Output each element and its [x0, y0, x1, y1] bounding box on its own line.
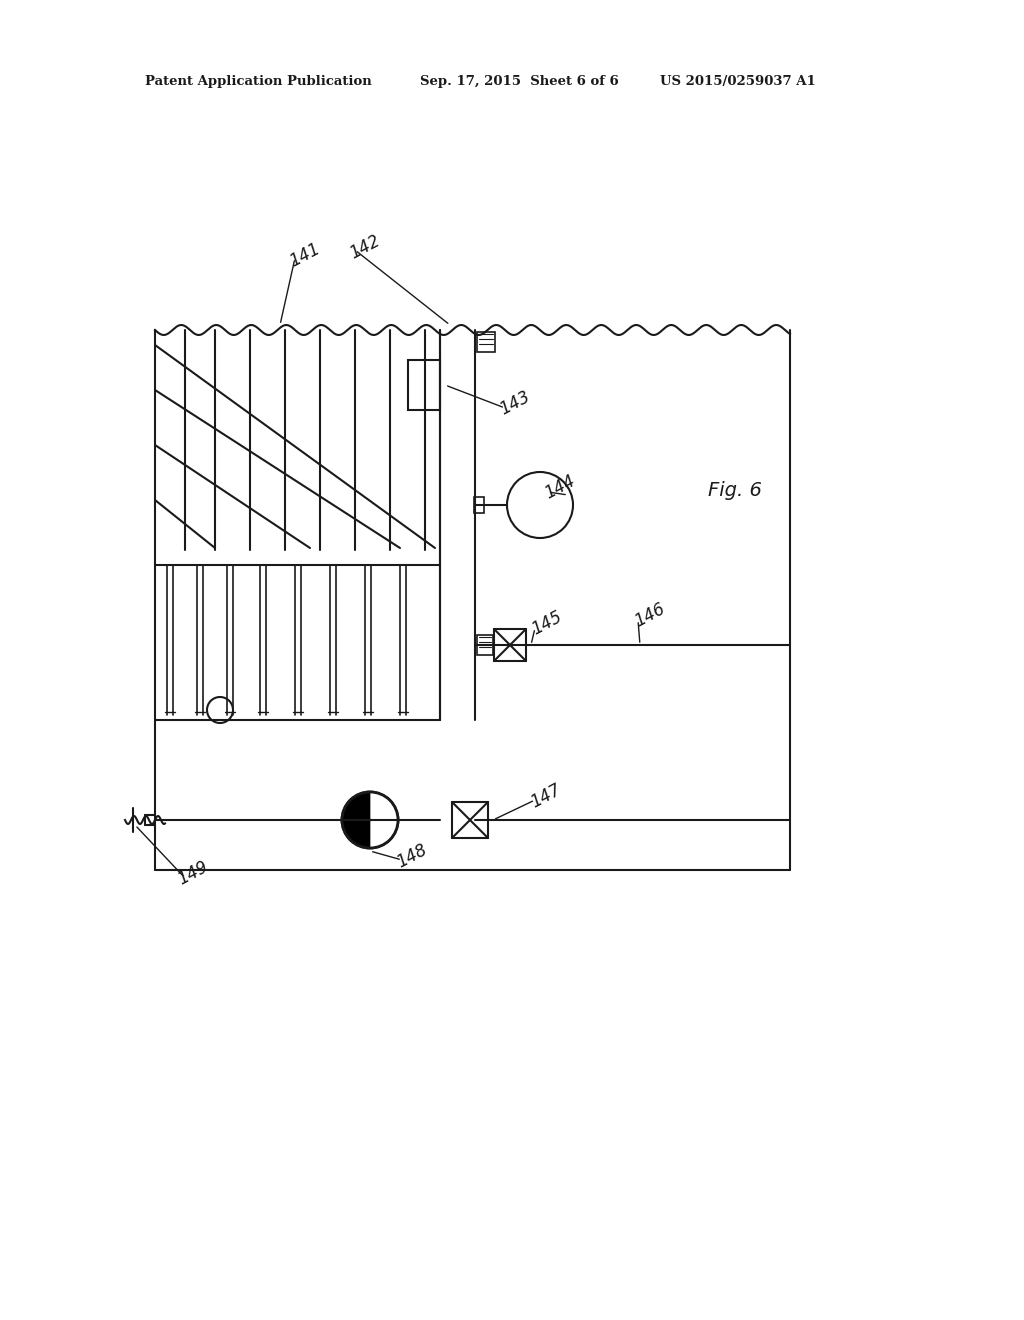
Wedge shape [370, 792, 398, 847]
Text: 146: 146 [632, 599, 669, 631]
Bar [477, 635, 493, 655]
Text: 148: 148 [393, 841, 430, 871]
Text: Patent Application Publication: Patent Application Publication [145, 75, 372, 88]
Text: 144: 144 [542, 471, 579, 503]
Text: 142: 142 [347, 231, 383, 263]
Text: 145: 145 [528, 607, 565, 639]
Bar [408, 360, 440, 411]
Text: 141: 141 [287, 239, 324, 271]
Bar [477, 333, 495, 352]
Polygon shape [348, 803, 372, 837]
Bar [474, 498, 484, 513]
Text: Fig. 6: Fig. 6 [708, 480, 762, 499]
Text: Sep. 17, 2015  Sheet 6 of 6: Sep. 17, 2015 Sheet 6 of 6 [420, 75, 618, 88]
Wedge shape [342, 792, 370, 847]
Text: 149: 149 [175, 858, 211, 888]
Text: 147: 147 [527, 780, 564, 812]
Text: US 2015/0259037 A1: US 2015/0259037 A1 [660, 75, 816, 88]
Text: 143: 143 [497, 388, 534, 418]
